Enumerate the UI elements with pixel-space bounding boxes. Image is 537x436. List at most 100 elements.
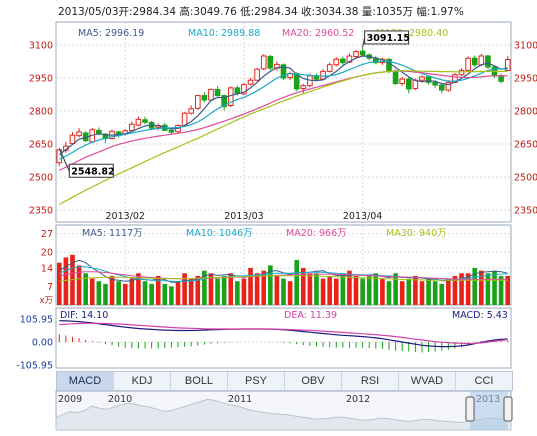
price-tick-left: 2350 [29, 206, 53, 217]
info-change: 1.97% [430, 6, 464, 18]
overview-year-label: 2012 [346, 394, 370, 405]
volume-bar [248, 268, 253, 305]
volume-ma30-line [59, 275, 508, 282]
info-high-label: 高: [179, 6, 194, 18]
tab-cci[interactable]: CCI [474, 375, 494, 387]
price-ma30-line [59, 70, 508, 206]
volume-bar [353, 275, 359, 305]
volume-bar [439, 283, 445, 305]
volume-bar [446, 278, 451, 305]
candle-body [392, 70, 399, 84]
volume-legend-ma5: MA5: 1117万 [82, 228, 143, 239]
overview-right-handle[interactable] [503, 396, 513, 422]
price-legend-ma5: MA5: 2996.19 [78, 28, 144, 39]
info-close: 3034.38 [315, 6, 359, 18]
volume-bar [149, 283, 154, 305]
price-tick-left: 2650 [29, 140, 53, 151]
candle-body [405, 78, 412, 90]
volume-bar [426, 278, 431, 305]
volume-tick: 7 [47, 282, 53, 293]
price-tick-left: 3100 [29, 41, 53, 52]
candle-body [280, 64, 287, 79]
tab-psy[interactable]: PSY [228, 372, 285, 390]
volume-bar [432, 281, 438, 305]
info-low: 2984.34 [254, 6, 298, 18]
price-x-tick: 2013/02 [106, 211, 145, 222]
candle-body [76, 131, 82, 137]
candle-body [445, 81, 452, 91]
macd-legend-dif: DIF: 14.10 [60, 310, 108, 321]
tab-macd[interactable]: MACD [57, 372, 114, 390]
volume-bar [254, 273, 260, 305]
volume-bar [215, 278, 220, 305]
candle-body [181, 112, 188, 127]
volume-bar [122, 283, 128, 305]
candle-body [129, 123, 135, 131]
candle-body [267, 55, 274, 69]
candle-body [241, 84, 247, 95]
macd-legend-macd: MACD: 5.43 [452, 310, 508, 321]
price-annotation-pointer [362, 37, 366, 48]
price-tick-left: 2800 [29, 107, 53, 118]
volume-bar [465, 273, 471, 305]
volume-bar [294, 260, 299, 305]
candle-body [504, 59, 511, 72]
volume-bar [380, 278, 385, 305]
candle-body [340, 58, 346, 64]
candle-body [142, 119, 148, 123]
info-close-label: 收: [300, 6, 316, 18]
price-annotation-label: 2548.82 [71, 166, 114, 177]
info-date: 2013/05/03 [58, 6, 119, 18]
overview-year-label: 2011 [228, 394, 252, 405]
price-legend-ma20: MA20: 2960.52 [282, 28, 354, 39]
volume-bar [228, 273, 234, 305]
overview-left-handle[interactable] [465, 396, 475, 422]
price-x-tick: 2013/04 [343, 211, 382, 222]
candle-body [419, 76, 425, 81]
volume-bar [406, 278, 412, 305]
tab-obv[interactable]: OBV [285, 372, 342, 390]
volume-bar [208, 273, 214, 305]
price-annotation-box [364, 30, 410, 45]
volume-bar [413, 275, 418, 305]
candle-body [194, 95, 201, 109]
volume-unit-label: x万 [39, 296, 53, 306]
volume-bar [182, 273, 187, 305]
volume-bar [373, 273, 379, 305]
candle-body [135, 118, 142, 126]
volume-bar [399, 281, 405, 305]
volume-legend-ma30: MA30: 940万 [386, 228, 447, 239]
tab-wvad[interactable]: WVAD [399, 372, 456, 390]
info-volume: 1035万 [375, 6, 414, 18]
volume-legend-ma10: MA10: 1046万 [186, 228, 253, 239]
candle-body [320, 70, 326, 80]
volume-bar [109, 275, 115, 305]
tab-boll[interactable]: BOLL [171, 372, 228, 390]
candle-body [168, 129, 175, 133]
volume-bar [202, 270, 207, 305]
tab-rsi[interactable]: RSI [342, 372, 399, 390]
volume-bar [333, 278, 339, 305]
candle-body [234, 87, 241, 94]
volume-ma20-line [59, 271, 508, 280]
tab-kdj[interactable]: KDJ [114, 372, 171, 390]
volume-bar [347, 270, 352, 305]
price-legend-ma30: MA30: 2980.40 [376, 28, 448, 39]
price-x-tick: 2013/03 [224, 211, 263, 222]
price-annotation-pointer [58, 148, 70, 172]
price-tick-right: 2350 [514, 206, 537, 217]
candle-body [56, 149, 63, 164]
volume-tick: 14 [41, 264, 53, 275]
volume-bar [261, 270, 267, 305]
candle-body [471, 57, 478, 66]
volume-bar [472, 268, 478, 305]
info-open-label: 开: [118, 6, 133, 18]
volume-bar [162, 283, 168, 305]
volume-bar [320, 278, 326, 305]
price-tick-left: 2500 [29, 173, 53, 184]
candle-body [208, 88, 214, 101]
price-tick-right: 3100 [514, 41, 537, 52]
volume-bar [142, 281, 148, 305]
